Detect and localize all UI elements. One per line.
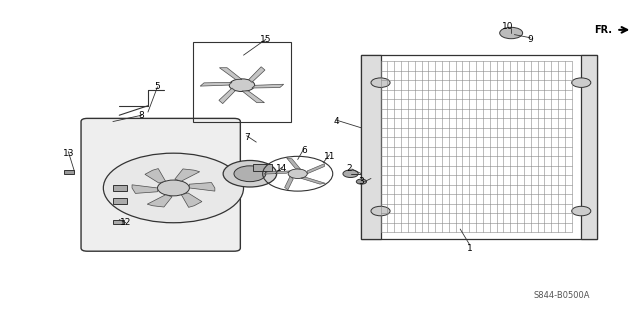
Text: 10: 10 <box>502 22 514 31</box>
Circle shape <box>572 78 591 87</box>
Polygon shape <box>249 67 265 82</box>
Text: 5: 5 <box>155 82 161 91</box>
Polygon shape <box>200 82 232 86</box>
Bar <box>581 55 597 239</box>
Polygon shape <box>252 84 284 88</box>
Text: 14: 14 <box>276 165 287 174</box>
Circle shape <box>223 160 276 187</box>
Bar <box>113 219 124 224</box>
Polygon shape <box>175 169 200 181</box>
Text: 15: 15 <box>260 35 271 44</box>
Circle shape <box>343 170 358 178</box>
Polygon shape <box>287 158 301 169</box>
Circle shape <box>288 169 307 178</box>
FancyBboxPatch shape <box>81 118 241 251</box>
Circle shape <box>371 206 390 216</box>
Text: 9: 9 <box>527 35 533 44</box>
Circle shape <box>234 166 266 182</box>
Bar <box>113 185 127 191</box>
Polygon shape <box>189 182 215 191</box>
Polygon shape <box>219 88 235 104</box>
Text: 8: 8 <box>139 111 145 120</box>
Circle shape <box>229 79 255 92</box>
Text: 11: 11 <box>324 152 335 161</box>
Polygon shape <box>301 177 325 184</box>
Bar <box>64 170 74 174</box>
Circle shape <box>371 78 390 87</box>
Polygon shape <box>181 193 202 207</box>
Circle shape <box>157 180 189 196</box>
Text: 1: 1 <box>467 243 472 253</box>
Polygon shape <box>220 68 242 79</box>
Polygon shape <box>147 195 172 207</box>
Polygon shape <box>285 176 293 190</box>
Text: 12: 12 <box>120 218 131 227</box>
Polygon shape <box>242 91 264 103</box>
Text: S844-B0500A: S844-B0500A <box>534 291 590 300</box>
Circle shape <box>500 27 523 39</box>
Bar <box>362 55 597 239</box>
Bar <box>253 164 272 171</box>
Bar <box>193 42 291 122</box>
Text: 4: 4 <box>333 117 339 126</box>
Text: 6: 6 <box>301 145 307 154</box>
Text: 3: 3 <box>358 177 364 186</box>
Polygon shape <box>145 168 166 183</box>
Polygon shape <box>132 185 157 193</box>
Circle shape <box>103 153 244 223</box>
Circle shape <box>356 179 367 184</box>
Polygon shape <box>307 164 324 174</box>
Text: 7: 7 <box>244 133 250 142</box>
Polygon shape <box>264 171 290 174</box>
Bar <box>362 55 381 239</box>
Bar <box>113 198 127 204</box>
Text: 13: 13 <box>63 149 74 158</box>
Circle shape <box>572 206 591 216</box>
Text: 2: 2 <box>346 165 351 174</box>
Text: FR.: FR. <box>594 25 612 35</box>
